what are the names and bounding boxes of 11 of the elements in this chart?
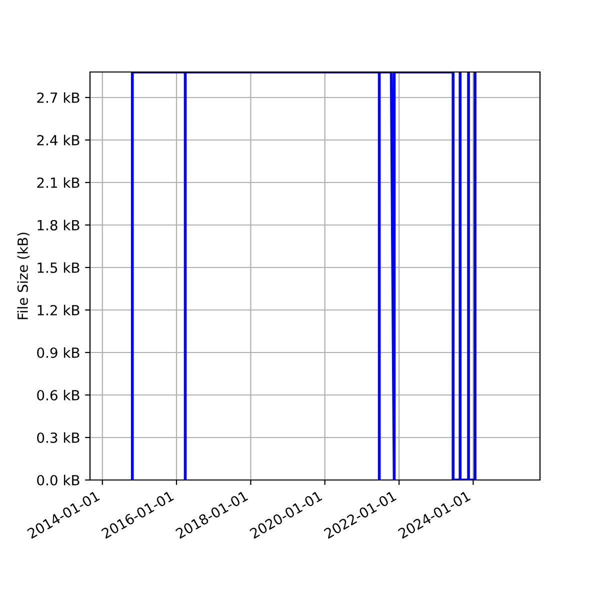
y-tick-label: 2.7 kB: [37, 92, 80, 103]
y-tick-label: 0.3 kB: [37, 432, 80, 443]
y-tick-label: 2.1 kB: [37, 177, 80, 188]
y-tick-label: 0.0 kB: [37, 474, 80, 486]
y-tick-label: 0.9 kB: [37, 347, 80, 358]
y-tick-label: 1.5 kB: [38, 262, 80, 273]
y-tick-label: 1.8 kB: [38, 220, 80, 230]
y-tick-label: 0.6 kB: [37, 390, 80, 400]
y-axis-title: File Size (kB): [17, 232, 30, 320]
y-tick-label: 1.2 kB: [38, 304, 80, 316]
y-tick-label: 2.4 kB: [37, 134, 80, 146]
